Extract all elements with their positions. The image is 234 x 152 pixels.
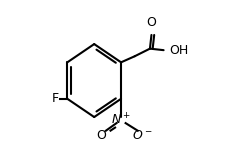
Text: $O^-$: $O^-$ <box>132 129 153 142</box>
Text: O: O <box>146 16 156 29</box>
Text: OH: OH <box>169 44 188 57</box>
Text: O: O <box>96 129 106 142</box>
Text: $N^+$: $N^+$ <box>111 112 131 128</box>
Text: F: F <box>52 92 59 105</box>
